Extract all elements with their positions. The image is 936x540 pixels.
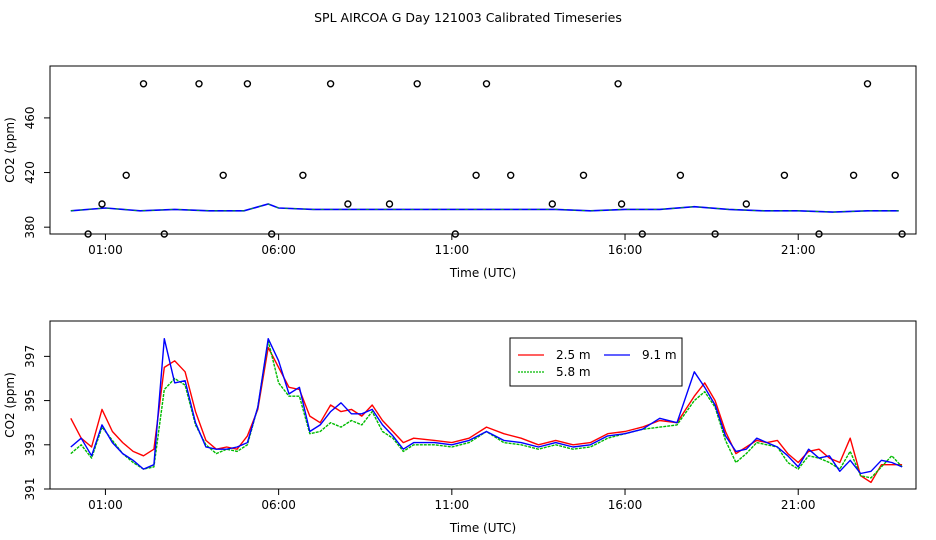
top-marks [70, 80, 906, 238]
bottom-panel: 01:00 06:00 11:00 16:00 21:00 391 393 395 397 T… [3, 320, 917, 535]
bottom-x-tick-label: 16:00 [608, 498, 643, 512]
top-series-line-alt [70, 203, 899, 213]
top-scatter-point [84, 230, 92, 238]
chart-title: SPL AIRCOA G Day 121003 Calibrated Times… [314, 10, 622, 25]
top-scatter-point [579, 171, 588, 180]
top-scatter-point [507, 171, 515, 180]
bottom-y-tick-label: 397 [23, 345, 37, 368]
bottom-x-tick-label: 06:00 [261, 498, 296, 512]
series-line-2-5-m [70, 346, 903, 484]
top-plot-frame [49, 65, 917, 235]
top-scatter-point [160, 230, 169, 238]
top-scatter-point [638, 230, 646, 238]
top-scatter-point [344, 200, 352, 208]
bottom-x-axis-label: Time (UTC) [449, 521, 516, 535]
top-scatter-point [413, 80, 421, 88]
top-scatter-point [742, 200, 750, 208]
top-x-tick-label: 21:00 [781, 243, 816, 257]
top-scatter-point [326, 80, 335, 88]
legend-label-9-1m: 9.1 m [642, 348, 677, 362]
top-scatter-point [219, 171, 227, 180]
bottom-x-tick-label: 21:00 [781, 498, 816, 512]
top-scatter-point [863, 80, 872, 88]
bottom-marks [70, 338, 903, 484]
legend-label-5-8m: 5.8 m [556, 365, 591, 379]
top-scatter-point [548, 200, 556, 208]
series-line-5-8-m [70, 340, 903, 479]
top-scatter-point [122, 171, 130, 180]
top-scatter-point [268, 230, 276, 238]
bottom-y-tick-label: 393 [23, 433, 37, 456]
bottom-x-axis: 01:00 06:00 11:00 16:00 21:00 [88, 489, 816, 512]
top-x-tick-label: 16:00 [608, 243, 643, 257]
bottom-plot-frame [49, 320, 917, 490]
top-x-axis: 01:00 06:00 11:00 16:00 21:00 [88, 234, 816, 257]
top-scatter-point [711, 230, 719, 238]
top-x-tick-label: 11:00 [435, 243, 470, 257]
top-x-tick-label: 06:00 [261, 243, 296, 257]
top-scatter-point [139, 80, 148, 88]
top-y-axis: 380 420 460 [23, 106, 50, 239]
top-scatter-point [780, 171, 789, 180]
top-scatter-point [815, 230, 823, 238]
bottom-x-tick-label: 11:00 [435, 498, 470, 512]
top-series-line [70, 203, 899, 213]
top-scatter-point [614, 80, 622, 88]
top-x-axis-label: Time (UTC) [449, 266, 516, 280]
top-scatter-point [299, 171, 307, 180]
top-scatter-point [849, 171, 858, 180]
top-scatter-point [472, 171, 480, 180]
top-y-tick-label: 420 [23, 161, 37, 184]
legend: 2.5 m 9.1 m 5.8 m [509, 337, 683, 387]
top-panel: 01:00 06:00 11:00 16:00 21:00 380 420 460 Time… [3, 65, 917, 280]
top-scatter-point [482, 80, 491, 88]
top-scatter-point [243, 80, 252, 88]
top-x-tick-label: 01:00 [88, 243, 123, 257]
bottom-y-axis: 391 393 395 397 [23, 345, 50, 501]
series-line-9-1-m [70, 338, 903, 475]
top-scatter-point [898, 230, 906, 238]
top-scatter-point [385, 200, 394, 208]
top-scatter-point [617, 200, 626, 208]
top-y-axis-label: CO2 (ppm) [3, 117, 17, 183]
top-y-tick-label: 460 [23, 106, 37, 129]
bottom-x-tick-label: 01:00 [88, 498, 123, 512]
bottom-y-axis-label: CO2 (ppm) [3, 372, 17, 438]
top-scatter-point [195, 80, 203, 88]
top-scatter-point [98, 200, 106, 208]
top-scatter-point [676, 171, 685, 180]
legend-label-2-5m: 2.5 m [556, 348, 591, 362]
bottom-y-tick-label: 395 [23, 389, 37, 412]
top-y-tick-label: 380 [23, 216, 37, 239]
bottom-y-tick-label: 391 [23, 478, 37, 501]
top-scatter-point [891, 171, 899, 180]
legend-box [509, 337, 683, 387]
